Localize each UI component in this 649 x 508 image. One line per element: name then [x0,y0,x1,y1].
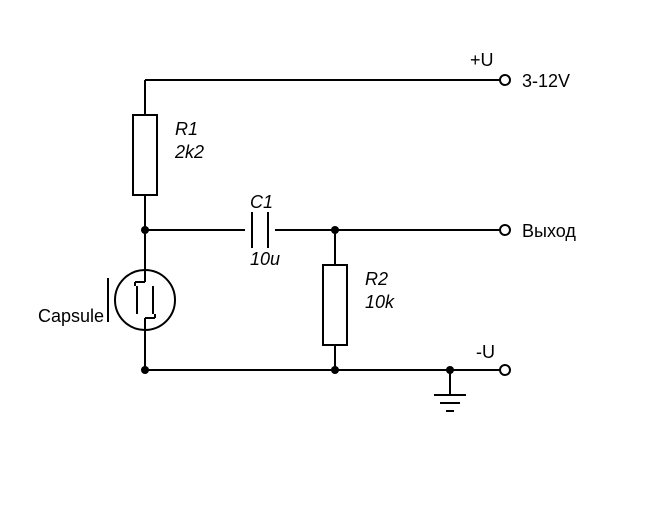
capacitor-c1 [252,212,268,248]
pos-u-label: +U [470,50,494,70]
c1-ref: C1 [250,192,273,212]
circuit-schematic: R1 2k2 R2 10k C1 10u Capsule [0,0,649,508]
terminal-neg-u [500,365,510,375]
capsule-symbol [108,270,175,330]
terminals [500,75,510,375]
r2-ref: R2 [365,269,388,289]
junction-dots [141,226,454,374]
resistor-r2 [323,265,347,345]
ground-symbol [434,395,466,411]
pos-u-voltage: 3-12V [522,71,570,91]
r1-ref: R1 [175,119,198,139]
c1-value: 10u [250,249,280,269]
terminal-output [500,225,510,235]
wires [145,80,500,395]
capsule-label: Capsule [38,306,104,326]
resistor-r1 [133,115,157,195]
terminal-pos-u [500,75,510,85]
r1-value: 2k2 [174,142,204,162]
output-label: Выход [522,221,576,241]
neg-u-label: -U [476,342,495,362]
r2-value: 10k [365,292,395,312]
